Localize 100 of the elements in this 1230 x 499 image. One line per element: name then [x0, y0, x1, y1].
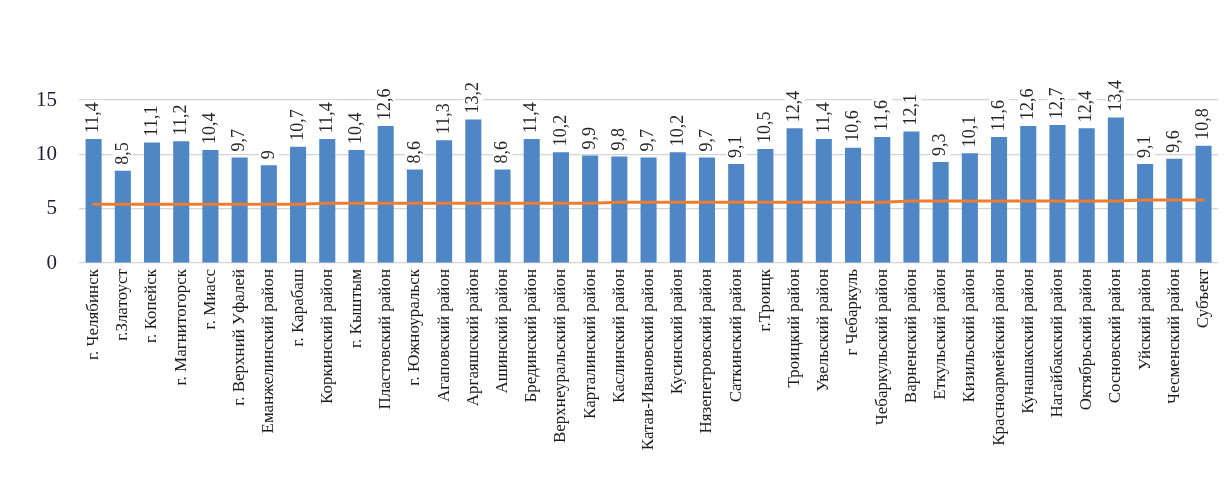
x-tick-label: г Чебаркуль	[842, 268, 862, 356]
bar	[348, 149, 365, 263]
x-tick-label: Агаповский район	[433, 269, 453, 403]
x-tick-label: г. Кыштым	[345, 268, 365, 349]
x-tick-label: Варненский район	[900, 269, 920, 404]
data-label: 11,4	[520, 102, 541, 134]
y-tick-label: 0	[46, 249, 57, 274]
x-tick-label: Кунашакский район	[1017, 269, 1037, 414]
x-tick-label: Сосновский район	[1105, 269, 1125, 404]
bar	[290, 146, 307, 263]
x-tick-label: Троицкий район	[784, 269, 804, 388]
data-label: 10,6	[841, 110, 862, 142]
data-label: 10,2	[549, 114, 570, 147]
data-label: 12,1	[900, 94, 921, 126]
bar	[757, 148, 774, 263]
bar	[494, 169, 511, 263]
bar	[1195, 145, 1212, 263]
x-tick-label: Саткинский район	[725, 269, 745, 403]
bar	[173, 141, 190, 263]
x-tick-label: г. Челябинск	[83, 268, 103, 361]
x-tick-label: Карталинский район	[579, 269, 599, 419]
data-label: 10,4	[345, 112, 366, 144]
data-label: 9,7	[228, 129, 249, 152]
bar	[202, 149, 219, 263]
x-tick-label: Красноармейский район	[988, 269, 1008, 446]
bar	[523, 139, 540, 263]
data-label: 10,8	[1192, 108, 1213, 140]
x-tick-label: г. Копейск	[141, 268, 161, 344]
data-label: 9	[257, 150, 278, 160]
data-label: 12,4	[1075, 90, 1096, 123]
x-tick-label: Брединский район	[521, 269, 541, 403]
data-label: 11,6	[870, 100, 891, 131]
x-tick-label: Верхнеуральский район	[550, 269, 570, 444]
x-tick-label: Увельский район	[813, 269, 833, 392]
bar	[552, 152, 569, 263]
data-label: 9,9	[578, 126, 599, 150]
data-label: 9,3	[929, 133, 950, 156]
x-tick-label: Каслинский район	[608, 269, 628, 403]
bar	[669, 152, 686, 263]
bar	[903, 131, 920, 263]
data-label: 11,3	[432, 103, 453, 135]
bar	[1137, 164, 1154, 263]
x-tick-label: Нагайбакский район	[1046, 269, 1066, 418]
bar	[874, 136, 891, 263]
bar	[815, 139, 832, 263]
bar	[231, 157, 248, 263]
x-tick-label: Катав-Ивановский район	[638, 269, 658, 451]
x-tick-label: Аргаяшский район	[462, 269, 482, 407]
data-label: 12,6	[374, 88, 395, 121]
data-label: 11,4	[316, 102, 337, 134]
x-tick-label: Ашинский район	[491, 269, 511, 394]
bar	[640, 157, 657, 263]
x-tick-label: г.Златоуст	[112, 268, 132, 341]
data-label: 8,6	[403, 141, 424, 164]
bar	[786, 128, 803, 263]
data-label: 10,7	[286, 109, 307, 141]
bar	[1049, 124, 1066, 263]
data-label: 9,1	[1133, 135, 1154, 159]
x-tick-label: г. Южноуральск	[404, 268, 424, 386]
y-tick-label: 5	[46, 195, 57, 220]
data-label: 10,5	[754, 111, 775, 143]
x-tick-label: Субъект	[1192, 268, 1212, 329]
bar	[582, 155, 599, 263]
data-label: 9,7	[695, 129, 716, 152]
bar	[961, 153, 978, 263]
bar	[932, 161, 949, 263]
x-tick-label: Еткульский район	[930, 269, 950, 400]
y-tick-label: 10	[36, 140, 57, 165]
bar	[377, 126, 394, 263]
data-label: 12,4	[783, 90, 804, 123]
x-tick-label: Кизильский район	[959, 269, 979, 403]
bar	[85, 139, 102, 263]
bar	[1020, 126, 1037, 263]
bar	[698, 157, 716, 263]
bar	[728, 164, 745, 263]
x-tick-label: Коркинский район	[316, 269, 336, 404]
data-label: 13,4	[1104, 79, 1125, 112]
x-tick-label: Нязепетровский район	[696, 269, 716, 434]
bar	[1107, 117, 1124, 263]
bar	[436, 140, 453, 263]
data-label: 10,4	[199, 112, 220, 144]
bar	[844, 147, 862, 263]
x-tick-label: Чебаркульский район	[871, 269, 891, 426]
x-tick-label: Пластовский район	[375, 269, 395, 410]
bar	[260, 165, 277, 263]
data-label: 12,6	[1017, 88, 1038, 121]
data-label: 9,8	[608, 128, 629, 151]
data-label: 11,4	[82, 102, 103, 134]
bar	[406, 169, 423, 263]
data-label: 13,2	[462, 82, 483, 114]
bar	[319, 139, 336, 263]
bar	[611, 156, 628, 263]
bar	[1166, 158, 1183, 263]
bar	[991, 136, 1008, 263]
data-label: 9,6	[1163, 130, 1184, 153]
data-label: 11,4	[812, 102, 833, 134]
data-label: 11,1	[140, 105, 161, 137]
x-tick-label: г. Миасс	[199, 268, 219, 330]
bar	[1078, 128, 1095, 263]
x-tick-label: г.Троицк	[754, 268, 774, 332]
